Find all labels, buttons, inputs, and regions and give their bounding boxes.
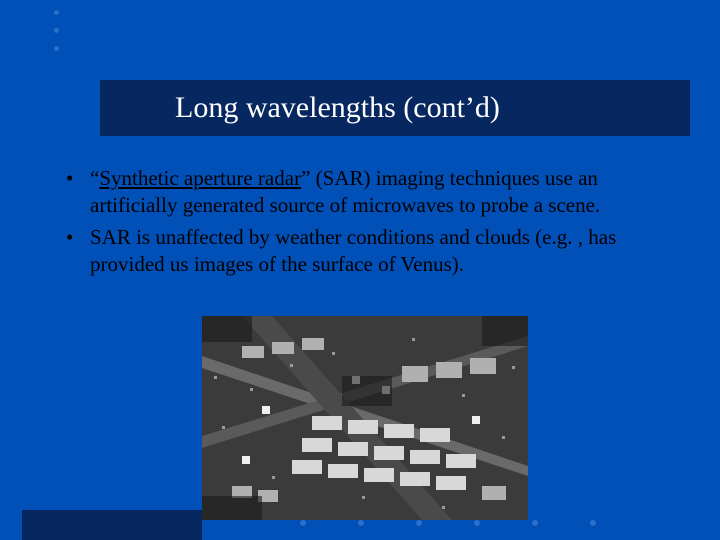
bullet-text: SAR is unaffected by weather conditions …: [90, 225, 616, 276]
dot-icon: [54, 10, 59, 15]
dot-icon: [54, 46, 59, 51]
slide-title: Long wavelengths (cont’d): [175, 91, 500, 125]
dot-icon: [54, 28, 59, 33]
bullet-text-pre: “: [90, 166, 99, 190]
footer-block: [22, 510, 202, 540]
sar-image: [202, 316, 528, 520]
dot-icon: [416, 520, 422, 526]
dot-icon: [590, 520, 596, 526]
dot-icon: [474, 520, 480, 526]
dot-icon: [358, 520, 364, 526]
title-bar: Long wavelengths (cont’d): [100, 80, 690, 136]
decor-dots-bottom: [300, 520, 596, 526]
bullet-text-underline: Synthetic aperture radar: [99, 166, 301, 190]
decor-dots-top: [54, 10, 59, 51]
bullet-item: SAR is unaffected by weather conditions …: [60, 224, 670, 279]
bullet-item: “Synthetic aperture radar” (SAR) imaging…: [60, 165, 670, 220]
dot-icon: [532, 520, 538, 526]
bullet-list: “Synthetic aperture radar” (SAR) imaging…: [60, 165, 670, 282]
dot-icon: [300, 520, 306, 526]
